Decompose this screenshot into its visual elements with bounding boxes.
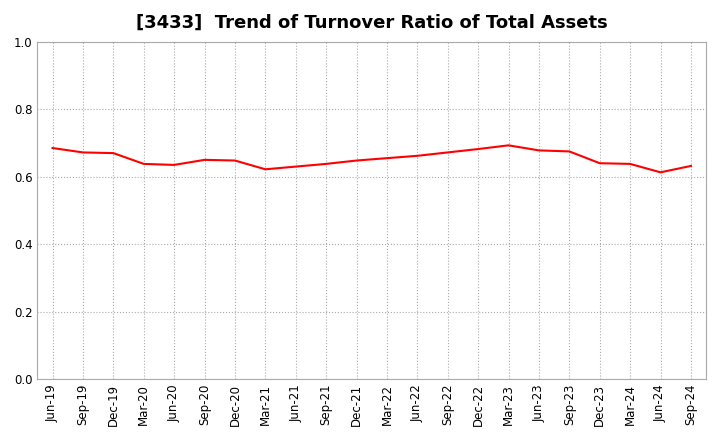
Title: [3433]  Trend of Turnover Ratio of Total Assets: [3433] Trend of Turnover Ratio of Total …	[136, 14, 608, 32]
